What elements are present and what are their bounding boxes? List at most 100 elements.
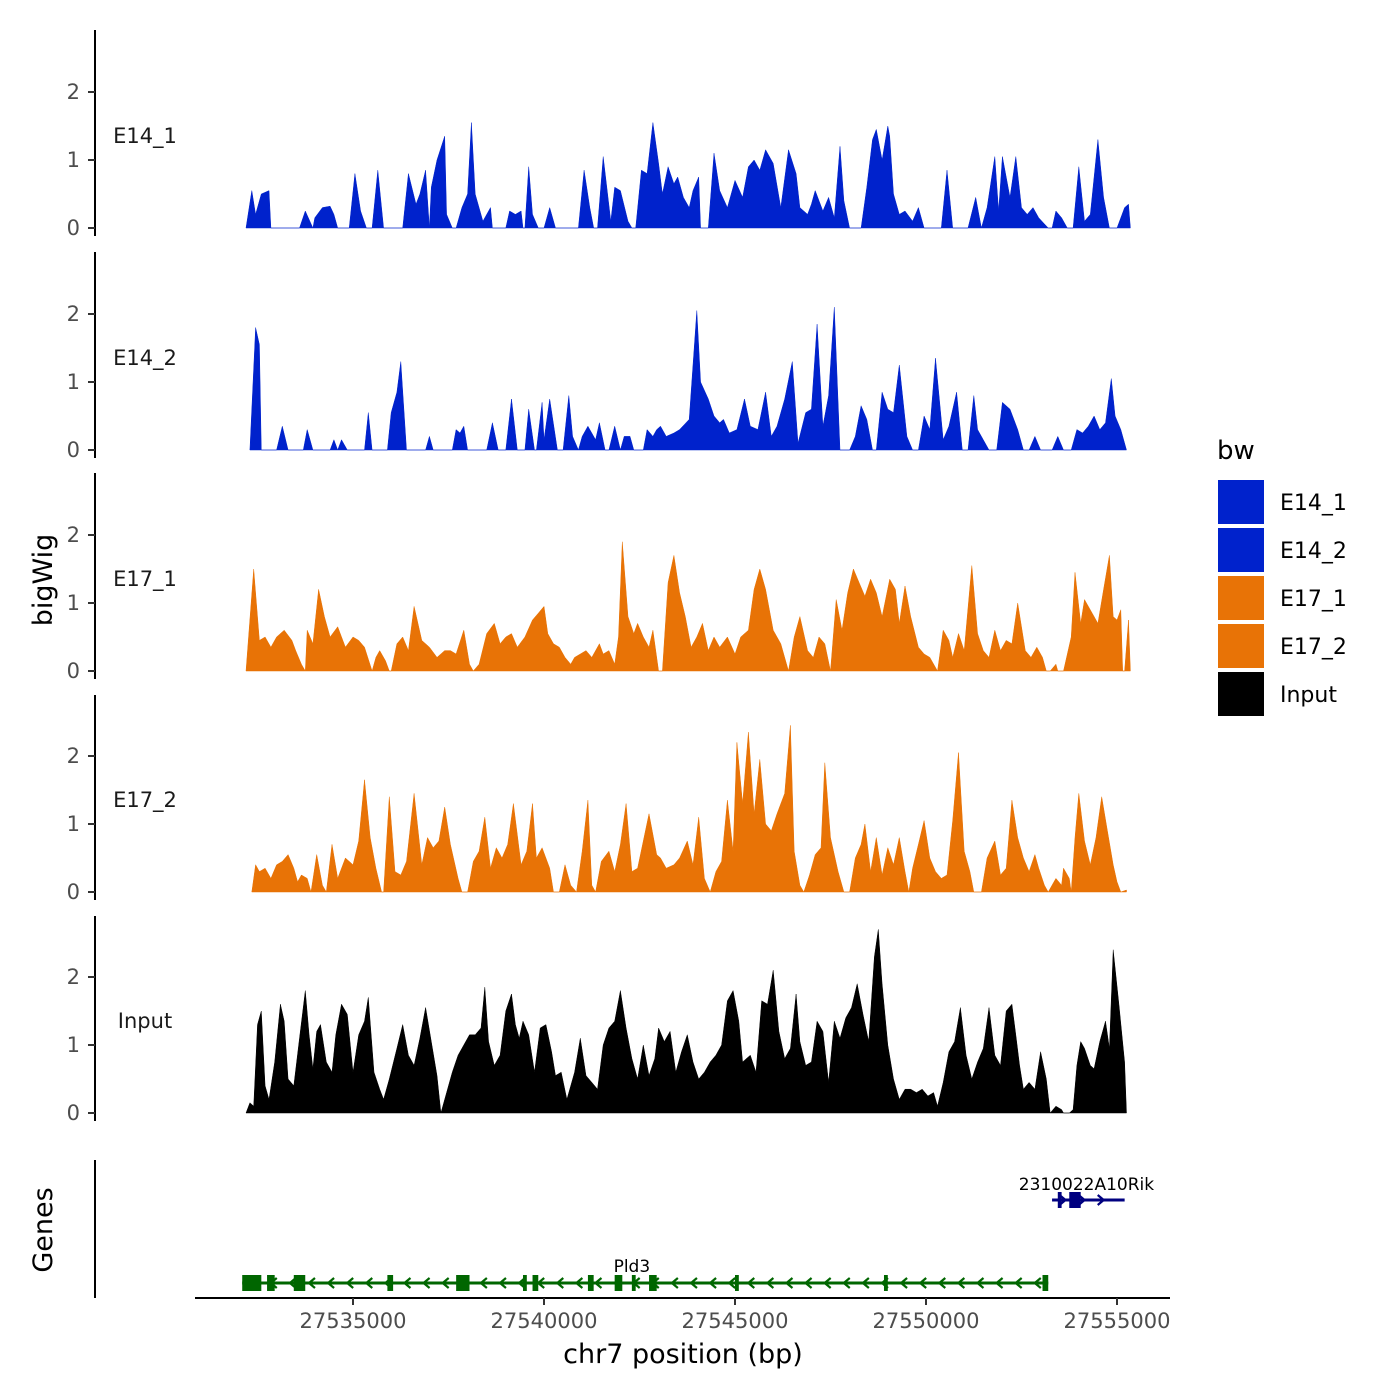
exon (649, 1275, 657, 1291)
x-axis: 27535000 27540000 27545000 27550000 27555000 (195, 1297, 1171, 1333)
track-label: E17_1 (113, 567, 177, 592)
exon (587, 1275, 594, 1291)
exon (735, 1275, 739, 1291)
legend: bw E14_1 E14_2 E17_1 E17_2 Input (1217, 436, 1347, 716)
exon (532, 1275, 539, 1291)
track-label: Input (118, 1009, 172, 1033)
y-tick-label: 0 (67, 880, 80, 904)
strand-arrow (364, 1277, 373, 1289)
track-label: E14_1 (113, 124, 177, 149)
gene-pld3: Pld3 (242, 1257, 1049, 1291)
area-e17-2 (251, 725, 1127, 893)
x-tick-label: 27545000 (682, 1309, 789, 1333)
exon (522, 1275, 527, 1291)
strand-arrow (555, 1277, 564, 1289)
strand-arrow (765, 1277, 775, 1289)
strand-arrow (784, 1277, 794, 1289)
area-e14-2 (249, 307, 1127, 451)
y-tick-label: 0 (67, 1101, 80, 1125)
strand-arrow (708, 1277, 717, 1289)
exon (1057, 1192, 1062, 1208)
track-e17-1: 0 1 2 E17_1 (67, 473, 1131, 683)
exon (267, 1275, 275, 1291)
area-e14-1 (245, 122, 1131, 229)
y-axis-title: bigWig (28, 534, 59, 627)
y-tick-label: 2 (67, 523, 80, 547)
track-e17-2: 0 1 2 E17_2 (67, 695, 1127, 904)
strand-arrow (918, 1277, 927, 1289)
strand-arrow (899, 1277, 908, 1289)
legend-title: bw (1217, 436, 1255, 466)
strand-arrow (994, 1277, 1004, 1289)
strand-arrow (326, 1277, 335, 1289)
exon (1042, 1275, 1049, 1291)
y-tick-label: 2 (67, 302, 80, 326)
y-tick-label: 1 (67, 591, 80, 615)
strand-arrow (593, 1277, 603, 1289)
exon (1069, 1192, 1081, 1208)
legend-key-input (1218, 672, 1264, 716)
legend-key-e14-1 (1218, 480, 1264, 524)
strand-arrow (842, 1277, 851, 1289)
strand-arrow (956, 1277, 966, 1289)
x-tick-label: 27555000 (1064, 1309, 1171, 1333)
genes-panel: Pld3 2310022A10Rik (94, 1160, 1155, 1298)
legend-label-e14-1: E14_1 (1280, 491, 1347, 516)
exon (387, 1275, 394, 1291)
y-tick-label: 2 (67, 80, 80, 104)
gene-label: 2310022A10Rik (1019, 1175, 1155, 1195)
strand-arrow (574, 1277, 584, 1289)
exon (456, 1275, 470, 1291)
strand-arrow (937, 1277, 946, 1289)
strand-arrow (861, 1277, 870, 1289)
strand-arrow (402, 1277, 412, 1289)
y-tick-label: 0 (67, 438, 80, 462)
track-input: 0 1 2 Input (67, 916, 1127, 1125)
strand-arrow (1033, 1277, 1042, 1289)
area-input (245, 929, 1127, 1114)
genes-axis-title: Genes (28, 1187, 59, 1272)
x-tick-label: 27550000 (873, 1309, 980, 1333)
strand-arrow (1013, 1277, 1023, 1289)
strand-arrow (746, 1277, 755, 1289)
y-tick-label: 2 (67, 744, 80, 768)
exon (883, 1275, 888, 1291)
exon (631, 1275, 636, 1291)
bigwig-tracks: 0 1 2 E14_1 0 1 2 E14_2 0 1 2 E17_1 0 1 2 E17_2 0 1 2 Input (67, 30, 1131, 1125)
strand-arrow (498, 1277, 507, 1289)
y-tick-label: 1 (67, 1033, 80, 1057)
exon (293, 1275, 306, 1291)
y-tick-label: 2 (67, 965, 80, 989)
strand-arrow (440, 1277, 450, 1289)
strand-arrow (822, 1277, 832, 1289)
track-label: E14_2 (113, 346, 177, 371)
legend-label-e17-1: E17_1 (1280, 587, 1347, 612)
y-tick-label: 0 (67, 216, 80, 240)
y-tick-label: 0 (67, 659, 80, 683)
y-tick-label: 1 (67, 148, 80, 172)
gene-label: Pld3 (614, 1257, 651, 1277)
strand-arrow (421, 1277, 431, 1289)
track-label: E17_2 (113, 788, 177, 813)
strand-arrow (1097, 1194, 1106, 1206)
legend-label-e17-2: E17_2 (1280, 635, 1347, 660)
strand-arrow (307, 1277, 316, 1289)
y-tick-label: 1 (67, 812, 80, 836)
strand-arrow (803, 1277, 813, 1289)
legend-key-e14-2 (1218, 528, 1264, 572)
y-tick-label: 1 (67, 370, 80, 394)
strand-arrow (479, 1277, 488, 1289)
strand-arrow (670, 1277, 679, 1289)
x-tick-label: 27540000 (491, 1309, 598, 1333)
exon (614, 1275, 623, 1291)
x-tick-label: 27535000 (300, 1309, 407, 1333)
strand-arrow (975, 1277, 985, 1289)
strand-arrow (689, 1277, 698, 1289)
track-e14-2: 0 1 2 E14_2 (67, 252, 1127, 462)
legend-label-e14-2: E14_2 (1280, 539, 1347, 564)
track-e14-1: 0 1 2 E14_1 (67, 30, 1131, 240)
legend-label-input: Input (1280, 683, 1337, 708)
strand-arrow (727, 1277, 736, 1289)
exon (242, 1275, 262, 1291)
